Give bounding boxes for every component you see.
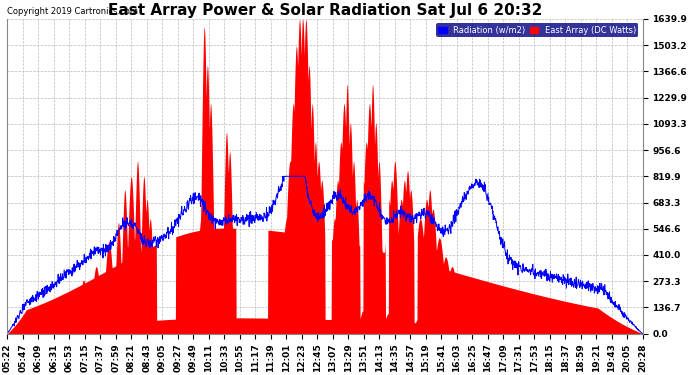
Text: Copyright 2019 Cartronics.com: Copyright 2019 Cartronics.com: [8, 7, 138, 16]
Legend: Radiation (w/m2), East Array (DC Watts): Radiation (w/m2), East Array (DC Watts): [436, 23, 638, 37]
Title: East Array Power & Solar Radiation Sat Jul 6 20:32: East Array Power & Solar Radiation Sat J…: [108, 3, 542, 18]
